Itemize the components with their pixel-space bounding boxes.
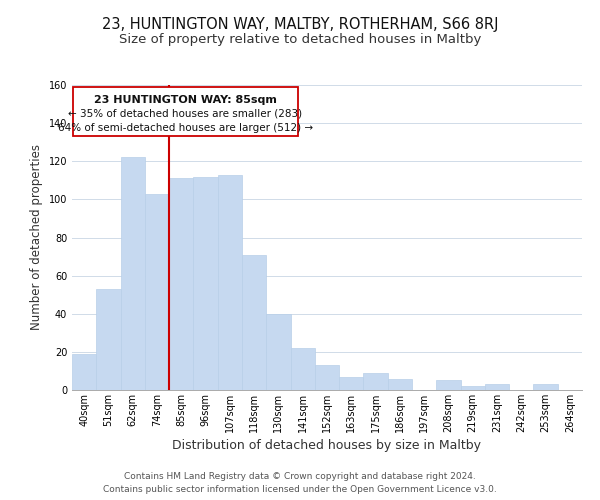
X-axis label: Distribution of detached houses by size in Maltby: Distribution of detached houses by size … — [173, 439, 482, 452]
Text: 23 HUNTINGTON WAY: 85sqm: 23 HUNTINGTON WAY: 85sqm — [94, 94, 277, 104]
Bar — [388, 378, 412, 390]
Text: 23, HUNTINGTON WAY, MALTBY, ROTHERHAM, S66 8RJ: 23, HUNTINGTON WAY, MALTBY, ROTHERHAM, S… — [102, 18, 498, 32]
Bar — [193, 176, 218, 390]
Bar — [364, 373, 388, 390]
Text: ← 35% of detached houses are smaller (283): ← 35% of detached houses are smaller (28… — [68, 109, 302, 119]
Bar — [72, 354, 96, 390]
Bar — [218, 174, 242, 390]
Bar — [461, 386, 485, 390]
Bar — [96, 289, 121, 390]
Text: Contains HM Land Registry data © Crown copyright and database right 2024.: Contains HM Land Registry data © Crown c… — [124, 472, 476, 481]
Bar — [169, 178, 193, 390]
Text: Size of property relative to detached houses in Maltby: Size of property relative to detached ho… — [119, 32, 481, 46]
Bar — [242, 254, 266, 390]
Bar — [290, 348, 315, 390]
Bar — [266, 314, 290, 390]
Bar — [145, 194, 169, 390]
Text: Contains public sector information licensed under the Open Government Licence v3: Contains public sector information licen… — [103, 485, 497, 494]
Bar — [121, 158, 145, 390]
Bar — [485, 384, 509, 390]
Bar — [315, 365, 339, 390]
Text: 64% of semi-detached houses are larger (512) →: 64% of semi-detached houses are larger (… — [58, 123, 313, 133]
Bar — [436, 380, 461, 390]
Bar — [339, 376, 364, 390]
Bar — [533, 384, 558, 390]
FancyBboxPatch shape — [73, 87, 298, 136]
Y-axis label: Number of detached properties: Number of detached properties — [30, 144, 43, 330]
